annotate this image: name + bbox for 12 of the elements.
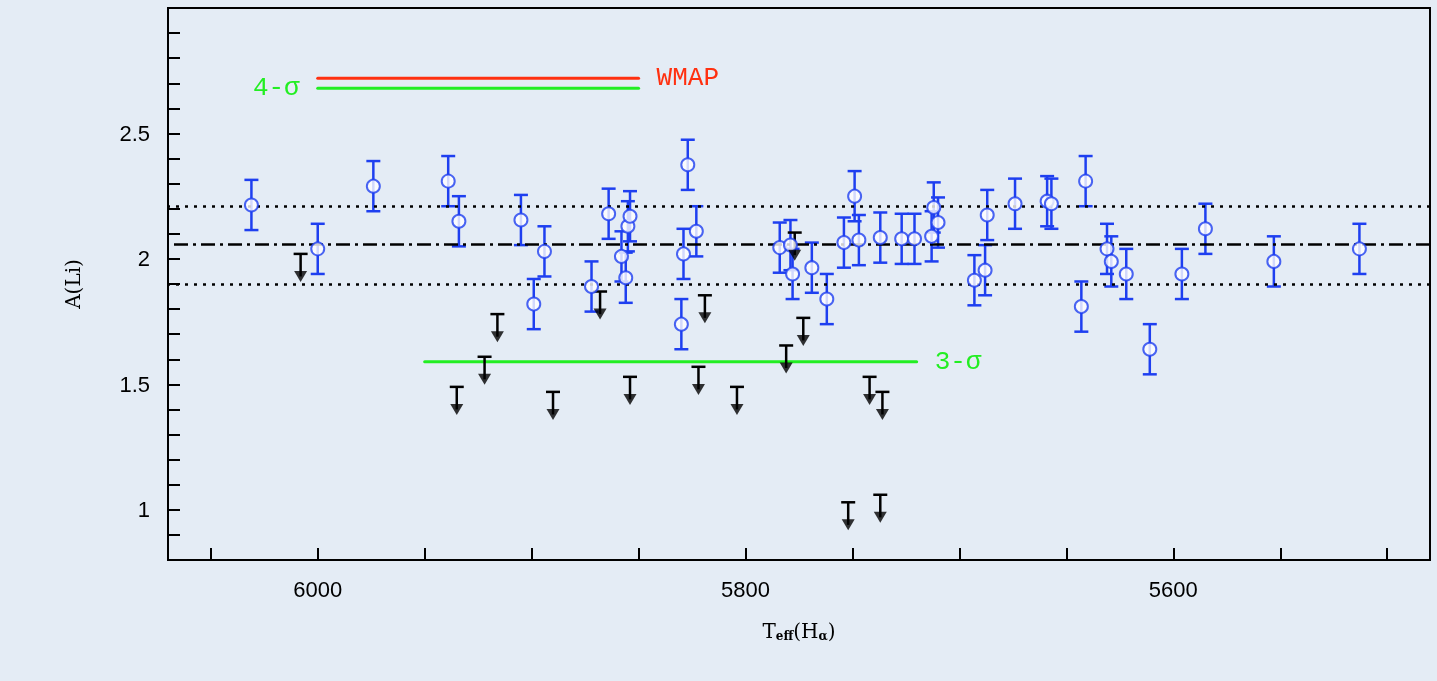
x-tick-label: 6000 <box>293 576 343 602</box>
y-tick-label: 1 <box>137 497 150 523</box>
x-tick-label: 5600 <box>1148 576 1198 602</box>
series-label: 3-σ <box>934 346 982 377</box>
y-tick-label: 2 <box>137 246 150 272</box>
y-tick-label: 1.5 <box>119 371 150 397</box>
y-tick-label: 2.5 <box>119 120 150 146</box>
series-label: WMAP <box>656 63 719 94</box>
x-tick-label: 5800 <box>721 576 770 602</box>
y-axis-title: A(Li) <box>61 259 85 310</box>
series-label: 4-σ <box>252 73 301 104</box>
x-axis-title: Teff(Hα) <box>762 619 836 643</box>
